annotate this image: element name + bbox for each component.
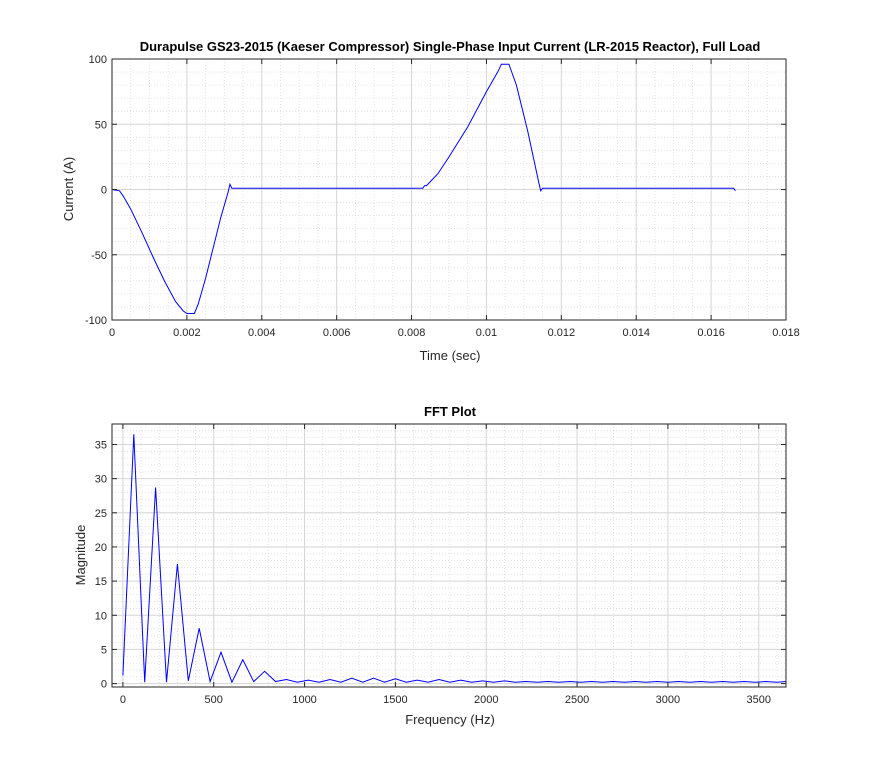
- fft-xtick-label: 3500: [747, 694, 771, 706]
- fft-xtick-label: 500: [205, 694, 223, 706]
- current-xtick-label: 0.012: [548, 327, 576, 339]
- current-ytick-label: 100: [89, 54, 107, 66]
- fft-ytick-label: 15: [95, 576, 107, 588]
- current-xtick-label: 0.002: [173, 327, 201, 339]
- fft-ytick-label: 5: [101, 644, 107, 656]
- fft-ytick-label: 10: [95, 610, 107, 622]
- current-xtick-label: 0.01: [476, 327, 497, 339]
- fft-plot-xlabel: Frequency (Hz): [405, 712, 495, 727]
- current-plot: Durapulse GS23-2015 (Kaeser Compressor) …: [61, 39, 800, 363]
- fft-xtick-label: 1000: [292, 694, 316, 706]
- fft-ytick-label: 0: [101, 679, 107, 691]
- current-plot-xlabel: Time (sec): [420, 348, 481, 363]
- current-xtick-label: 0.004: [248, 327, 276, 339]
- current-xtick-label: 0: [109, 327, 115, 339]
- fft-major-grid: [112, 424, 786, 687]
- fft-xtick-label: 3000: [656, 694, 680, 706]
- current-xtick-label: 0.008: [398, 327, 426, 339]
- fft-axes-bg: [112, 424, 786, 687]
- fft-xtick-label: 0: [120, 694, 126, 706]
- current-ytick-label: 0: [101, 185, 107, 197]
- current-xtick-label: 0.016: [697, 327, 725, 339]
- fft-xtick-label: 2000: [474, 694, 498, 706]
- fft-ytick-label: 30: [95, 474, 107, 486]
- fft-plot: FFT Plot Frequency (Hz) Magnitude 0 500 10…: [73, 404, 787, 727]
- fft-xtick-label: 1500: [383, 694, 407, 706]
- fft-axes-box: [111, 423, 787, 688]
- fft-plot-ylabel: Magnitude: [73, 525, 88, 586]
- fft-xtick-label: 2500: [565, 694, 589, 706]
- current-xtick-label: 0.014: [622, 327, 650, 339]
- current-plot-ylabel: Current (A): [61, 157, 76, 221]
- fft-ytick-label: 35: [95, 439, 107, 451]
- fft-ytick-label: 25: [95, 508, 107, 520]
- current-series-line: [111, 63, 736, 314]
- current-ytick-label: 50: [95, 119, 107, 131]
- current-xtick-label: 0.006: [323, 327, 351, 339]
- fft-plot-title: FFT Plot: [424, 404, 477, 419]
- current-xtick-label: 0.018: [772, 327, 800, 339]
- current-ytick-label: -100: [85, 315, 107, 327]
- current-ytick-label: -50: [91, 250, 107, 262]
- current-plot-title: Durapulse GS23-2015 (Kaeser Compressor) …: [140, 39, 761, 54]
- fft-ytick-label: 20: [95, 542, 107, 554]
- fft-series-line: [122, 434, 787, 684]
